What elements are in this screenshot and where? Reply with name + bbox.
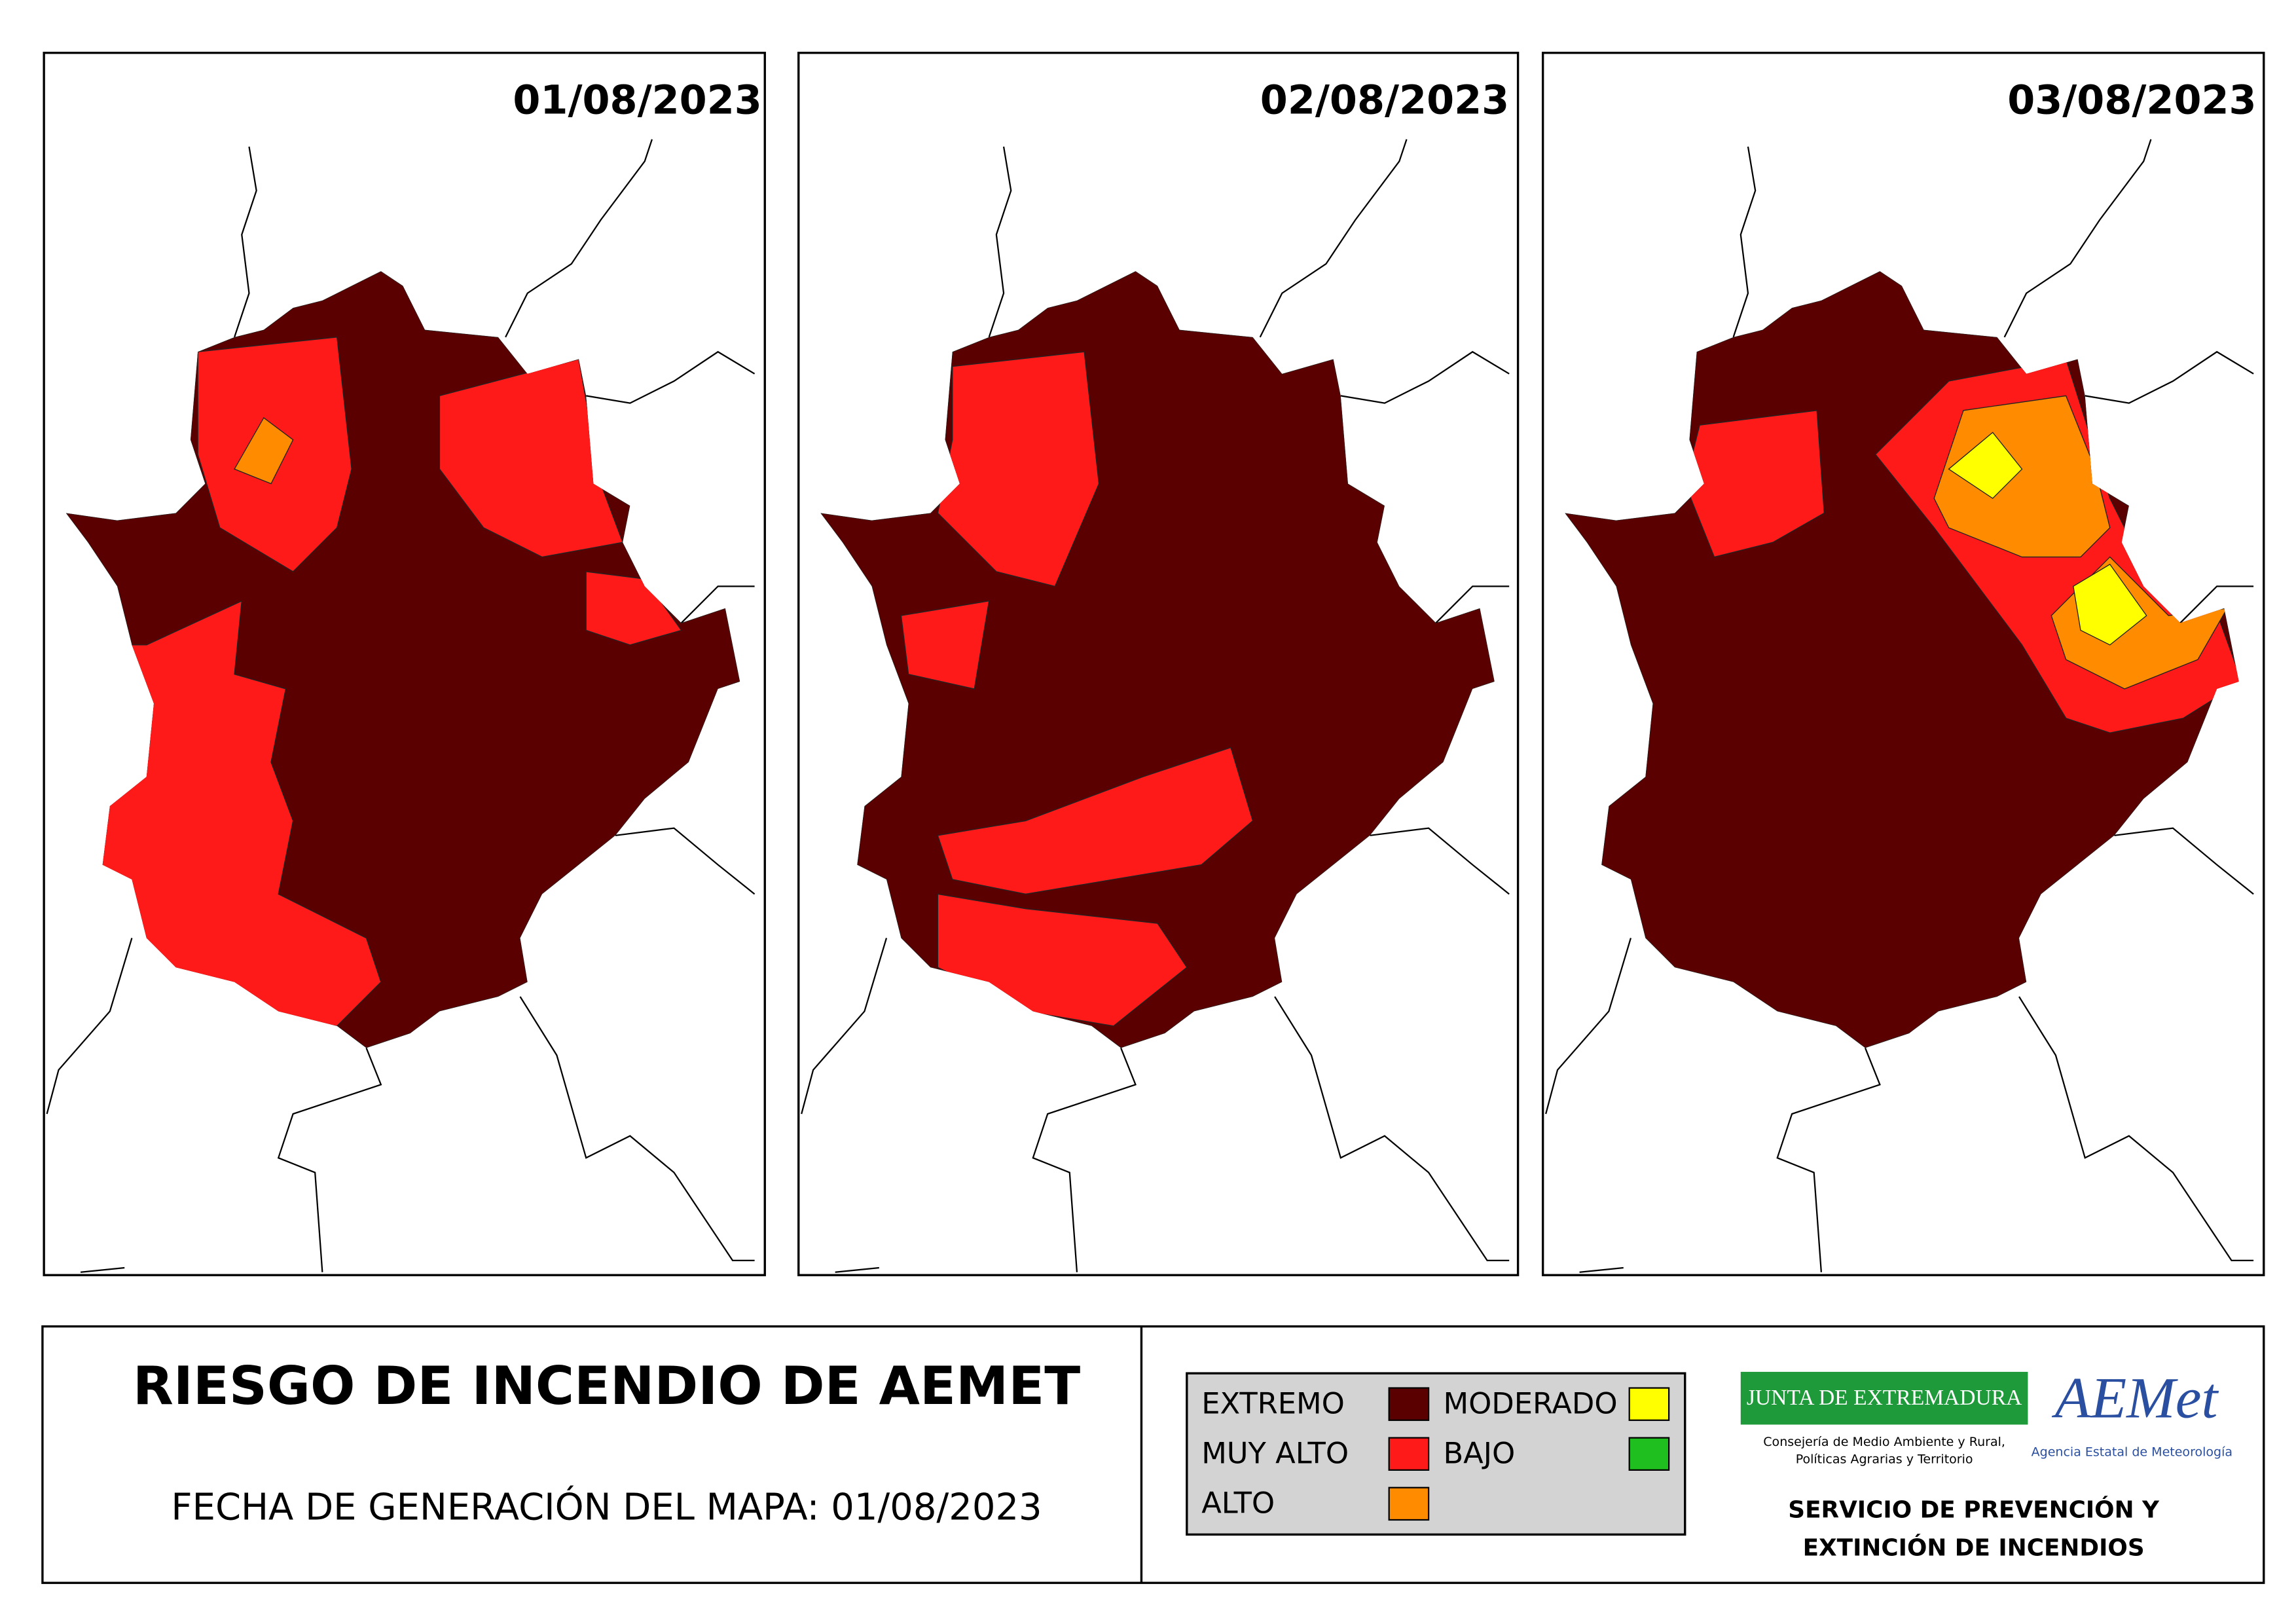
map-date: 01/08/2023 [513,77,761,123]
region-map [65,271,740,1048]
service-name: EXTINCIÓN DE INCENDIOS [1803,1534,2145,1562]
risk-zone [585,571,682,646]
aemet-sub: Agencia Estatal de Meteorología [2032,1445,2232,1460]
region-map [820,271,1495,1048]
risk-zone [937,747,1254,895]
junta-sub: Consejería de Medio Ambiente y Rural, [1763,1435,2005,1449]
junta-sub: Políticas Agrarias y Territorio [1796,1452,1973,1467]
legend: EXTREMO MUY ALTO ALTO MODERADO BAJO [1201,1386,1670,1521]
risk-zone [234,416,294,485]
legend-swatch [1628,1437,1670,1471]
aemet-logo: AEMet [2052,1366,2219,1431]
service-name: SERVICIO DE PREVENCIÓN Y [1788,1496,2160,1524]
legend-label: MUY ALTO [1201,1435,1349,1470]
map-date: 02/08/2023 [1260,77,1509,123]
risk-zone [2073,563,2147,646]
legend-swatch [1388,1437,1430,1471]
legend-label: EXTREMO [1201,1386,1345,1420]
junta-logo [1740,1371,2028,1425]
risk-zone [937,351,1100,587]
region-map [1565,271,2239,1048]
legend-label: MODERADO [1443,1386,1617,1420]
legend-label: ALTO [1201,1486,1275,1521]
legend-box [1186,1372,1686,1536]
legend-swatch [1388,1486,1430,1521]
junta-name: JUNTA DE EXTREMADURA [1747,1386,2022,1410]
legend-swatch [1388,1387,1430,1421]
legend-label: BAJO [1443,1435,1515,1470]
subtitle: FECHA DE GENERACIÓN DEL MAPA: 01/08/2023 [171,1486,1042,1528]
legend-swatch [1628,1387,1670,1421]
main-title: RIESGO DE INCENDIO DE AEMET [133,1355,1080,1416]
risk-zone [439,358,624,558]
risk-zone [900,600,990,690]
map-date: 03/08/2023 [2007,77,2256,123]
risk-zone [1948,432,2023,499]
risk-zone [1933,395,2111,558]
footer-box [41,1325,2265,1584]
